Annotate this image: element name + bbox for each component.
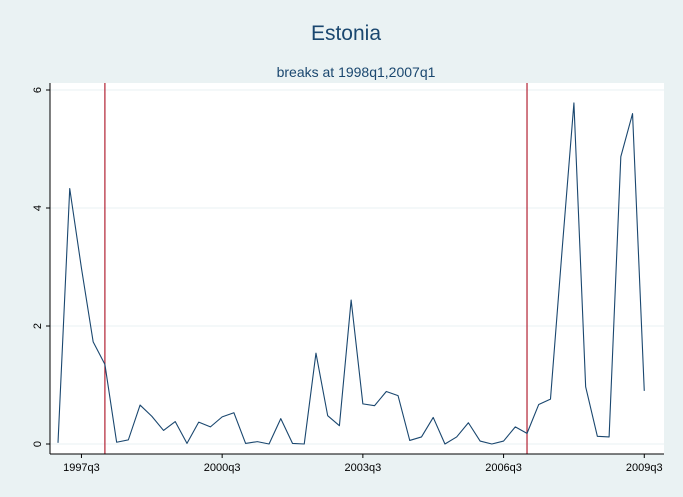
y-tick-label: 4 [32,205,44,211]
x-tick-label: 2003q3 [345,462,382,474]
axes [49,83,664,455]
series-line [57,102,645,445]
x-ticks: 1997q3 2000q3 2003q3 2006q3 2009q3 [63,454,663,474]
x-tick-label: 2006q3 [485,462,522,474]
plot-area [50,83,664,454]
x-tick-label: 2009q3 [626,462,663,474]
y-ticks: 0 2 4 6 [32,87,50,447]
y-tick-label: 6 [32,87,44,93]
x-tick-label: 1997q3 [63,462,100,474]
y-tick-label: 2 [32,323,44,329]
y-tick-label: 0 [32,441,44,447]
break-lines [104,83,528,454]
series-layer [57,102,645,445]
chart-subtitle: breaks at 1998q1,2007q1 [277,64,436,80]
x-tick-label: 2000q3 [204,462,241,474]
chart-title: Estonia [311,22,381,45]
gridlines [50,89,664,445]
